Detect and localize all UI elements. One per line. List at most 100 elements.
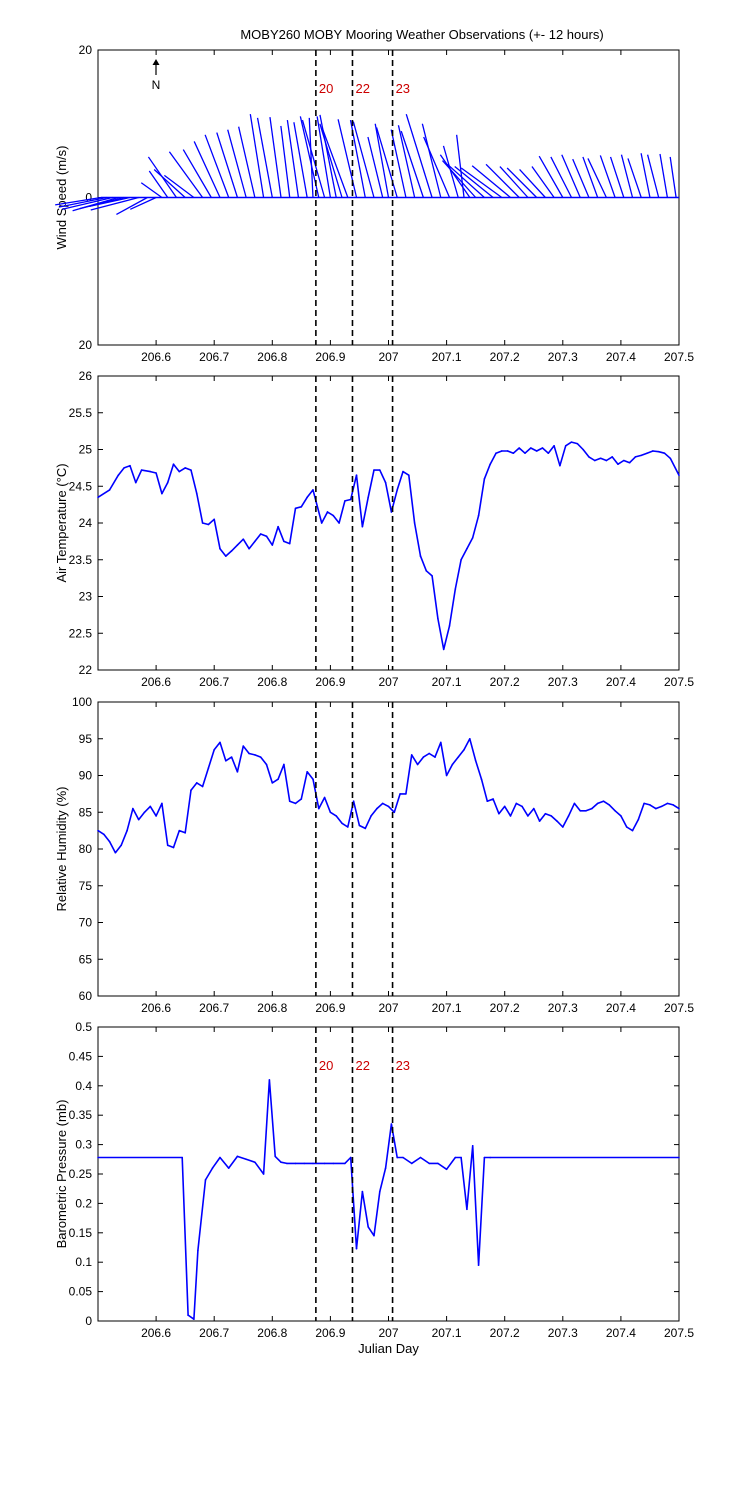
- data-point: [248, 547, 250, 550]
- data-point: [355, 474, 358, 477]
- data-point: [469, 737, 471, 740]
- data-point: [184, 832, 186, 834]
- y-tick-label: 22: [79, 663, 93, 677]
- data-point: [178, 470, 181, 473]
- data-point: [532, 807, 535, 810]
- wind-stick: [238, 126, 256, 198]
- air-temperature-plot-frame: [97, 375, 680, 671]
- y-tick-label: 60: [79, 989, 93, 1003]
- data-point: [283, 540, 285, 543]
- air-temperature-panel: 22 22.5 23 23.5 24 24.5 25 25.5 26 206.6 206.7 206.…: [54, 369, 694, 689]
- data-point: [649, 804, 651, 806]
- data-point: [236, 771, 239, 773]
- wind-stick: [405, 113, 433, 198]
- north-label: N: [152, 78, 161, 92]
- data-point: [300, 506, 303, 508]
- relative-humidity-panel: 60 65 70 75 80 85 90 95 100 206.6 206.7 206.8 206.9 2…: [54, 695, 694, 1015]
- x-tick-label: 206.6: [141, 1326, 171, 1340]
- data-point: [126, 829, 128, 832]
- x-tick-label: 207.2: [490, 675, 520, 689]
- data-point: [657, 450, 660, 453]
- data-point: [617, 463, 619, 466]
- data-point: [161, 492, 163, 495]
- y-tick-label: 70: [79, 916, 93, 930]
- data-point: [306, 771, 308, 773]
- x-tick-label: 207.5: [664, 350, 694, 364]
- data-point: [503, 805, 506, 808]
- data-point: [428, 1162, 430, 1165]
- north-arrowhead-icon: [152, 59, 160, 65]
- data-point: [341, 822, 343, 825]
- x-tick-label: 207.2: [490, 350, 520, 364]
- data-point: [320, 522, 323, 524]
- data-point: [201, 785, 204, 788]
- data-point: [323, 796, 326, 799]
- x-tick-label: 206.7: [199, 1001, 229, 1015]
- data-point: [277, 525, 279, 528]
- x-tick-label: 206.6: [141, 350, 171, 364]
- wind-stick: [447, 163, 485, 198]
- data-point: [573, 802, 576, 805]
- data-point: [466, 547, 468, 550]
- data-point: [556, 820, 558, 822]
- data-point: [527, 815, 529, 817]
- y-tick-label: 0.05: [69, 1285, 93, 1299]
- data-point: [317, 807, 320, 810]
- data-point: [544, 812, 547, 815]
- data-point: [108, 489, 111, 491]
- data-point: [265, 763, 268, 766]
- data-point: [678, 1156, 680, 1159]
- data-point: [547, 452, 550, 454]
- data-point: [434, 756, 436, 758]
- data-point: [193, 1318, 195, 1321]
- data-point: [358, 824, 361, 827]
- data-point: [265, 535, 268, 538]
- x-tick-label: 207.2: [490, 1001, 520, 1015]
- data-point: [187, 1314, 189, 1316]
- data-point: [344, 1162, 346, 1165]
- data-point: [242, 538, 245, 540]
- wind-stick: [193, 141, 221, 198]
- data-point: [347, 826, 349, 828]
- y-tick-label: 80: [79, 842, 93, 856]
- barometric-pressure-panel: 0 0.05 0.1 0.15 0.2 0.25 0.3 0.35 0.4 0.45 0.5 206.…: [54, 1020, 694, 1356]
- data-point: [166, 844, 169, 847]
- x-tick-label: 207.3: [548, 350, 578, 364]
- x-tick-label: 206.9: [315, 1326, 345, 1340]
- data-point: [262, 1173, 265, 1175]
- data-point: [288, 542, 291, 545]
- y-tick-label: 20: [79, 43, 93, 57]
- x-tick-label: 206.6: [141, 675, 171, 689]
- data-point: [480, 778, 483, 780]
- y-tick-label: 0.45: [69, 1049, 93, 1063]
- data-point: [562, 826, 564, 828]
- y-tick-label: 0.25: [69, 1167, 93, 1181]
- barometric-pressure-xlabel: Julian Day: [358, 1341, 419, 1356]
- x-tick-label: 207.5: [664, 1326, 694, 1340]
- data-point: [184, 467, 186, 469]
- data-point: [591, 807, 593, 810]
- data-point: [306, 496, 308, 499]
- data-point: [506, 450, 509, 452]
- data-point: [294, 507, 297, 510]
- y-tick-label: 23.5: [69, 553, 93, 567]
- data-point: [471, 536, 474, 539]
- x-tick-label: 207.5: [664, 675, 694, 689]
- data-point: [413, 522, 416, 524]
- data-point: [268, 1079, 271, 1081]
- wind-stick: [293, 122, 308, 198]
- data-point: [384, 481, 387, 484]
- wind-stick: [499, 166, 529, 198]
- data-point: [129, 464, 131, 467]
- wind-stick: [256, 117, 273, 198]
- x-tick-label: 207.4: [606, 1326, 636, 1340]
- data-point: [213, 518, 215, 521]
- data-point: [471, 1144, 474, 1147]
- data-point: [437, 617, 439, 620]
- wind-stick: [367, 136, 384, 198]
- y-tick-label: 26: [79, 369, 93, 383]
- wind-speed-panel: 20 0 20 206.6 206.7 206.8 206.9 207 207.1 207.2 20…: [54, 43, 694, 364]
- wind-stick: [640, 153, 651, 198]
- data-point: [663, 452, 666, 454]
